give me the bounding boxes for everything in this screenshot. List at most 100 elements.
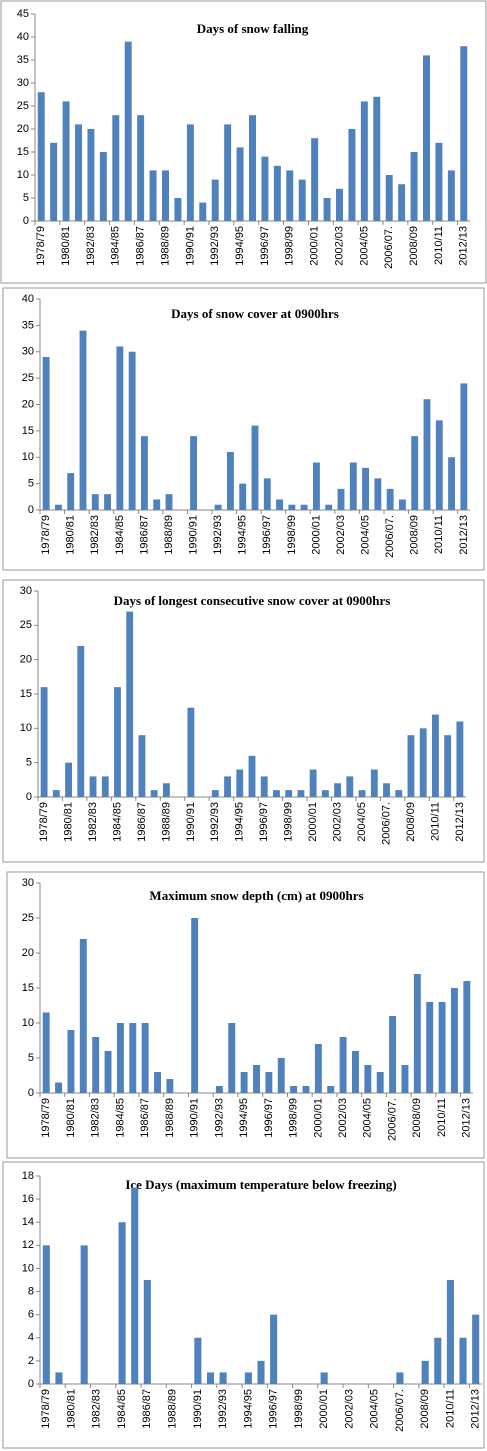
bar: [118, 1222, 126, 1384]
chart-frame: [2, 579, 485, 863]
x-tick-label: 2000/01: [307, 802, 319, 842]
x-tick-label: 1998/99: [288, 1098, 300, 1138]
bar: [224, 124, 232, 221]
bar: [116, 1023, 124, 1093]
y-tick-label: 0: [23, 215, 29, 227]
bar: [249, 115, 256, 221]
bar: [162, 783, 170, 797]
y-tick-label: 10: [22, 1017, 34, 1029]
x-tick-label: 2010/11: [436, 1098, 448, 1137]
bar: [297, 790, 305, 797]
bar: [323, 198, 331, 221]
bar: [214, 504, 222, 510]
bar: [373, 96, 381, 221]
y-tick-label: 2: [28, 1355, 34, 1367]
bar: [239, 483, 247, 510]
x-tick-label: 1996/97: [268, 1389, 280, 1429]
bar: [236, 769, 244, 797]
y-tick-label: 40: [17, 31, 29, 43]
bar: [149, 170, 157, 221]
bar: [190, 436, 198, 510]
bar: [432, 714, 439, 797]
y-tick-label: 0: [28, 1378, 34, 1390]
bar: [419, 728, 427, 797]
bar: [312, 462, 320, 510]
bar: [129, 1023, 137, 1093]
bar: [137, 115, 145, 221]
x-tick-label: 2010/11: [433, 226, 445, 265]
bar: [413, 974, 421, 1093]
bar: [186, 124, 194, 221]
bar: [228, 1023, 236, 1093]
bar: [101, 776, 109, 797]
bar: [396, 1372, 404, 1384]
x-tick-label: 1982/83: [87, 802, 99, 842]
x-tick-label: 1984/85: [114, 515, 126, 555]
x-tick-label: 2004/05: [359, 515, 371, 555]
bar: [472, 1314, 480, 1384]
bar: [411, 436, 419, 510]
bar: [311, 138, 319, 221]
bar: [401, 1065, 409, 1093]
y-tick-label: 0: [28, 1087, 34, 1099]
x-tick-label: 1986/87: [141, 1389, 153, 1429]
bar: [62, 101, 70, 221]
x-tick-label: 2008/09: [405, 802, 417, 842]
x-tick-label: 2006/07.: [380, 802, 392, 845]
bar: [128, 351, 136, 510]
y-tick-label: 6: [28, 1309, 34, 1321]
bar: [99, 152, 107, 221]
x-tick-label: 1996/97: [258, 802, 270, 842]
bar: [89, 776, 97, 797]
x-tick-label: 1986/87: [135, 226, 147, 266]
y-tick-label: 5: [28, 1052, 34, 1064]
x-tick-label: 1994/95: [242, 1389, 254, 1429]
bar: [358, 790, 366, 797]
bar: [334, 783, 342, 797]
bar: [140, 436, 148, 510]
chart-frame: [6, 871, 485, 1159]
bar: [104, 1051, 112, 1093]
x-tick-label: 1990/91: [187, 515, 199, 555]
x-tick-label: 1998/99: [286, 515, 298, 555]
x-tick-label: 2012/13: [454, 802, 466, 842]
bar: [438, 1002, 446, 1093]
bar: [325, 504, 333, 510]
bar: [67, 473, 75, 510]
bar: [124, 41, 132, 221]
x-tick-label: 1998/99: [284, 226, 296, 266]
y-tick-label: 10: [22, 451, 34, 463]
bar: [263, 478, 271, 510]
x-tick-label: 1996/97: [263, 1098, 275, 1138]
chart-title: Days of longest consecutive snow cover a…: [114, 593, 391, 608]
x-tick-label: 1994/95: [234, 802, 246, 842]
x-tick-label: 2004/05: [369, 1389, 381, 1429]
bar: [244, 1372, 252, 1384]
bar: [165, 494, 173, 510]
chart-title: Days of snow cover at 0900hrs: [171, 306, 339, 321]
bar: [339, 1037, 347, 1093]
chart: Days of longest consecutive snow cover a…: [2, 579, 485, 863]
x-tick-label: 2002/03: [333, 226, 345, 266]
y-tick-label: 5: [26, 757, 32, 769]
x-tick-label: 2006/07.: [386, 1098, 398, 1141]
bar: [236, 147, 244, 221]
y-tick-label: 25: [17, 100, 29, 112]
x-tick-label: 2004/05: [356, 802, 368, 842]
bar: [224, 776, 231, 797]
bar: [153, 499, 161, 510]
x-tick-label: 2002/03: [335, 515, 347, 555]
x-tick-label: 1980/81: [65, 1389, 77, 1429]
bar: [410, 152, 418, 221]
bar: [276, 499, 284, 510]
x-tick-label: 1982/83: [91, 1389, 103, 1429]
bar: [407, 735, 415, 797]
x-tick-label: 2006/07.: [383, 226, 395, 269]
bar: [79, 330, 87, 510]
bar: [261, 156, 269, 221]
bar: [199, 202, 207, 221]
y-tick-label: 40: [22, 293, 34, 305]
x-tick-label: 1992/93: [209, 802, 221, 842]
y-tick-label: 5: [28, 478, 34, 490]
